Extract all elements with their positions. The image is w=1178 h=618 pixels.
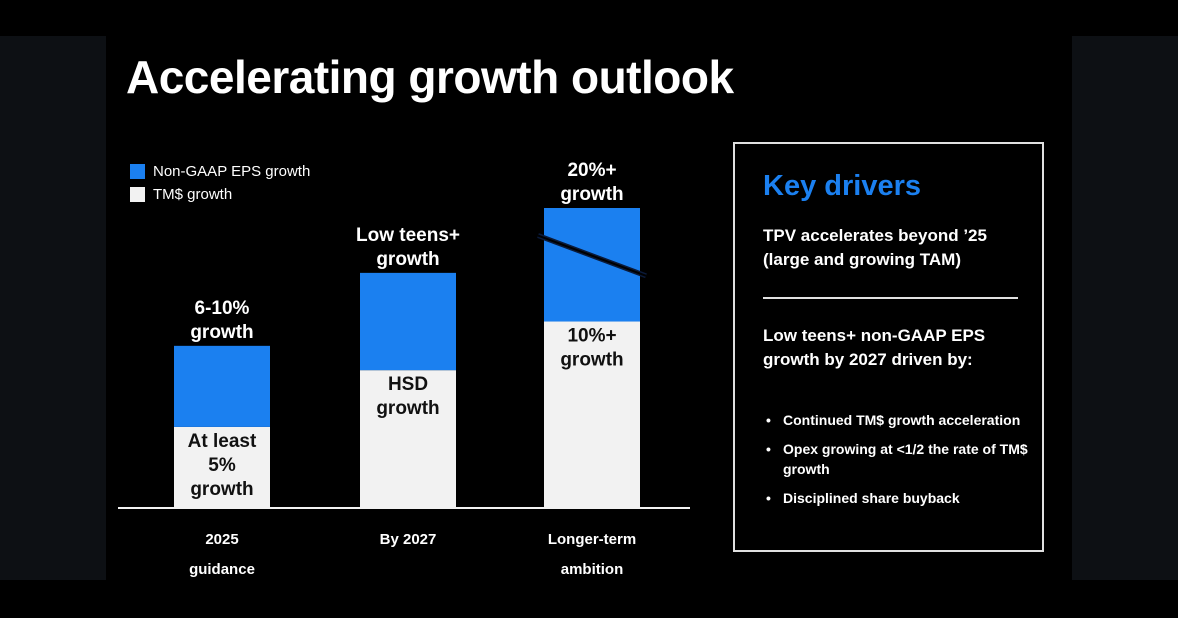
left-backdrop [0,36,106,580]
inner-bar-label: 10%+ growth [560,326,623,371]
top-bar-label: Low teens+ growth [356,225,460,270]
category-label: By 2027 [380,531,437,548]
top-bar-label: 6-10% growth [190,298,253,343]
key-drivers-title: Key drivers [763,170,921,202]
inner-bar-label: HSD growth [376,374,439,419]
bar-eps-growth [544,208,640,322]
key-drivers-divider [763,297,1018,299]
top-bar-label: 20%+ growth [560,160,623,205]
inner-bar-label: At least 5% growth [188,431,257,500]
bullet-item: Disciplined share buyback [763,488,1033,508]
bullet-item: Continued TM$ growth acceleration [763,410,1033,430]
category-label: Longer-term ambition [548,531,636,578]
annotation-slash [537,234,647,277]
legend-label-eps: Non-GAAP EPS growth [153,163,311,180]
category-label: 2025 guidance [189,531,255,578]
legend-item-eps: Non-GAAP EPS growth [130,160,310,183]
bar-tm-growth [360,370,456,508]
bar-eps-growth [360,272,456,371]
key-driver-eps: Low teens+ non-GAAP EPS growth by 2027 d… [763,326,986,369]
legend-item-tm: TM$ growth [130,183,310,206]
chart-legend: Non-GAAP EPS growth TM$ growth [130,160,310,206]
key-driver-tpv: TPV accelerates beyond ’25 (large and gr… [763,226,987,269]
bullet-item: Opex growing at <1/2 the rate of TM$ gro… [763,439,1033,479]
bar-tm-growth [174,426,270,508]
key-drivers-box: Key drivers TPV accelerates beyond ’25 (… [733,142,1044,552]
key-driver-bullets: Continued TM$ growth acceleration Opex g… [763,410,1033,517]
legend-label-tm: TM$ growth [153,186,233,203]
legend-swatch-eps [130,164,145,179]
right-backdrop [1072,36,1178,580]
page-title: Accelerating growth outlook [126,51,734,103]
bar-eps-growth [174,345,270,427]
bar-tm-growth [544,321,640,508]
growth-bar-chart: At least 5% growth 6-10% growth 2025 guidance H… [118,160,690,578]
legend-swatch-tm [130,187,145,202]
